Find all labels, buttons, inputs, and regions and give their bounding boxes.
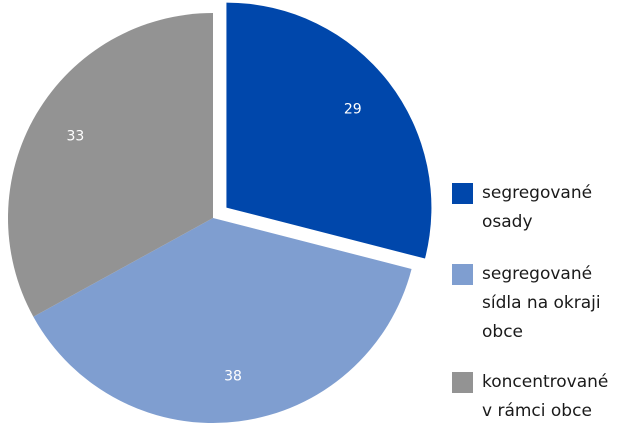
- legend-swatch: [452, 372, 473, 393]
- data-label: 38: [224, 369, 242, 385]
- legend-label: koncentrované v rámci obce: [482, 372, 609, 421]
- data-label: 33: [66, 129, 84, 145]
- data-label: 29: [344, 102, 362, 118]
- legend-swatch: [452, 264, 473, 285]
- legend-swatch: [452, 183, 473, 204]
- pie-slice: [226, 2, 432, 259]
- pie-slice: [8, 13, 213, 317]
- legend-label: segregované sídla na okraji obce: [482, 264, 601, 342]
- pie-slice: [33, 218, 412, 423]
- legend-label: segregované osady: [482, 183, 593, 232]
